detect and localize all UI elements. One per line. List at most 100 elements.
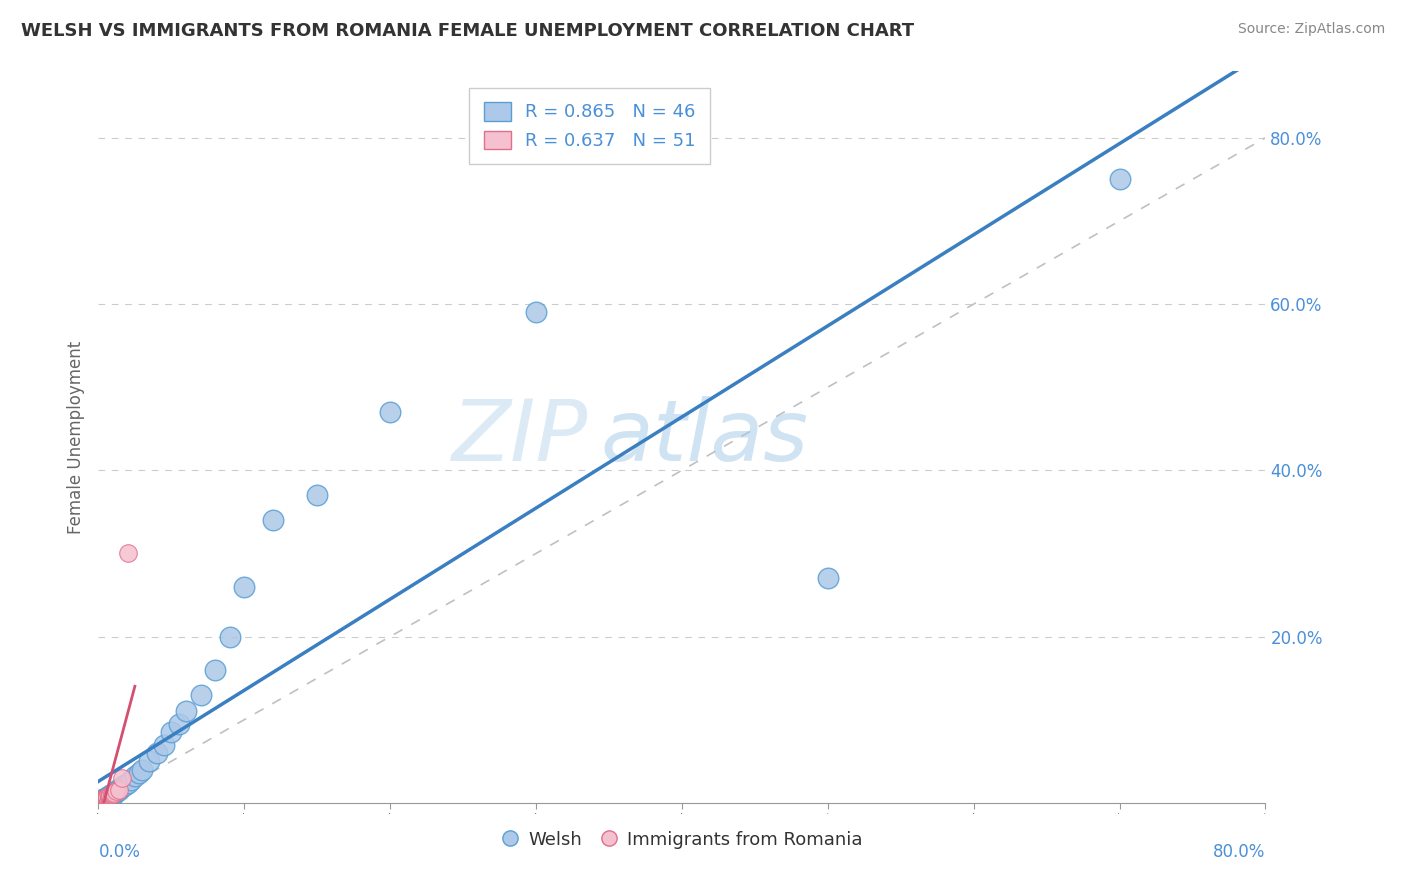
Point [89, 795, 111, 809]
Point [97, 789, 120, 804]
Point [94, 792, 117, 806]
Point [98, 789, 121, 803]
Point [91, 792, 114, 806]
Point [174, 705, 197, 719]
Point [90, 793, 112, 807]
Legend: Welsh, Immigrants from Romania: Welsh, Immigrants from Romania [494, 823, 870, 856]
Point [96, 789, 118, 804]
Point [138, 754, 160, 768]
Point [233, 580, 256, 594]
Text: 0.0%: 0.0% [98, 843, 141, 861]
Point [111, 771, 134, 785]
Point [103, 786, 125, 800]
Point [146, 746, 169, 760]
Point [91, 793, 114, 807]
Point [96, 791, 118, 805]
Point [160, 725, 183, 739]
Point [104, 784, 127, 798]
Point [96, 791, 118, 805]
Point [117, 776, 139, 790]
Point [89, 795, 111, 809]
Point [90, 794, 112, 808]
Point [262, 513, 284, 527]
Point [91, 792, 114, 806]
Point [1108, 172, 1130, 186]
Point [90, 795, 112, 809]
Point [96, 789, 118, 804]
Point [204, 663, 226, 677]
Point [96, 789, 118, 804]
Point [100, 789, 122, 803]
Point [108, 782, 131, 797]
Y-axis label: Female Unemployment: Female Unemployment [66, 341, 84, 533]
Point [91, 794, 114, 808]
Point [167, 716, 190, 731]
Point [98, 789, 121, 803]
Point [100, 788, 122, 802]
Point [190, 688, 212, 702]
Point [91, 792, 114, 806]
Point [97, 790, 120, 805]
Point [100, 789, 122, 804]
Point [93, 792, 115, 806]
Point [94, 792, 117, 806]
Point [307, 488, 329, 502]
Point [110, 780, 132, 795]
Point [93, 791, 115, 805]
Point [93, 791, 115, 805]
Point [94, 790, 117, 805]
Point [97, 790, 120, 805]
Point [98, 789, 121, 804]
Point [93, 791, 115, 805]
Point [101, 787, 124, 801]
Point [93, 793, 115, 807]
Point [89, 794, 111, 808]
Point [89, 794, 111, 808]
Point [96, 790, 118, 805]
Point [103, 786, 125, 800]
Point [91, 793, 114, 807]
Point [93, 793, 115, 807]
Point [524, 305, 547, 319]
Point [96, 791, 118, 805]
Point [120, 772, 142, 787]
Point [218, 630, 240, 644]
Point [108, 782, 131, 797]
Point [93, 792, 115, 806]
Point [90, 794, 112, 808]
Point [114, 778, 136, 792]
Point [90, 794, 112, 808]
Point [94, 791, 117, 805]
Point [124, 769, 146, 783]
Point [90, 794, 112, 808]
Point [100, 788, 122, 802]
Point [117, 546, 139, 560]
Text: 80.0%: 80.0% [1213, 843, 1265, 861]
Point [94, 792, 117, 806]
Point [380, 405, 402, 419]
Point [93, 792, 115, 806]
Point [94, 791, 117, 805]
Point [94, 791, 117, 805]
Point [91, 793, 114, 807]
Point [91, 794, 114, 808]
Point [105, 783, 128, 797]
Point [128, 765, 150, 780]
Point [153, 738, 176, 752]
Point [98, 789, 121, 804]
Point [97, 789, 120, 804]
Text: ZIP: ZIP [453, 395, 589, 479]
Point [817, 571, 839, 585]
Point [97, 789, 120, 804]
Point [90, 793, 112, 807]
Point [101, 789, 124, 803]
Point [91, 793, 114, 807]
Point [97, 789, 120, 804]
Point [93, 791, 115, 805]
Point [112, 779, 135, 793]
Point [101, 787, 124, 801]
Point [94, 790, 117, 805]
Text: atlas: atlas [600, 395, 808, 479]
Point [90, 793, 112, 807]
Text: Source: ZipAtlas.com: Source: ZipAtlas.com [1237, 22, 1385, 37]
